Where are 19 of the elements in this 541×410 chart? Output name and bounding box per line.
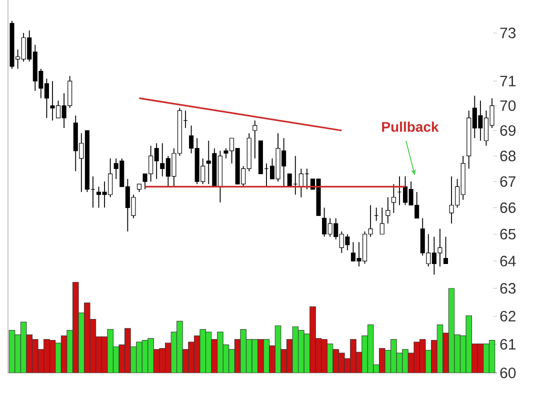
y-tick-label: 61 — [500, 339, 516, 350]
y-tick-label: 64 — [500, 256, 516, 266]
y-tick-label: 73 — [500, 28, 516, 38]
y-tick-label: 69 — [500, 125, 516, 136]
candlestick — [443, 236, 448, 264]
candlestick — [252, 120, 258, 159]
y-tick-label: 65 — [500, 228, 516, 240]
y-tick-label: 70 — [500, 100, 516, 111]
y-tick-label: 66 — [500, 202, 516, 213]
annotation: Pullback — [382, 122, 439, 132]
y-tick-label: 60 — [500, 368, 516, 378]
y-tick-label: 63 — [500, 283, 516, 294]
y-tick-label: 68 — [500, 150, 516, 162]
y-tick-label: 62 — [500, 310, 516, 322]
candlestick — [386, 196, 390, 224]
y-tick-label: 71 — [500, 76, 516, 86]
y-tick-label: 67 — [500, 176, 516, 187]
candlestick — [391, 184, 396, 214]
candlestick — [380, 207, 384, 235]
